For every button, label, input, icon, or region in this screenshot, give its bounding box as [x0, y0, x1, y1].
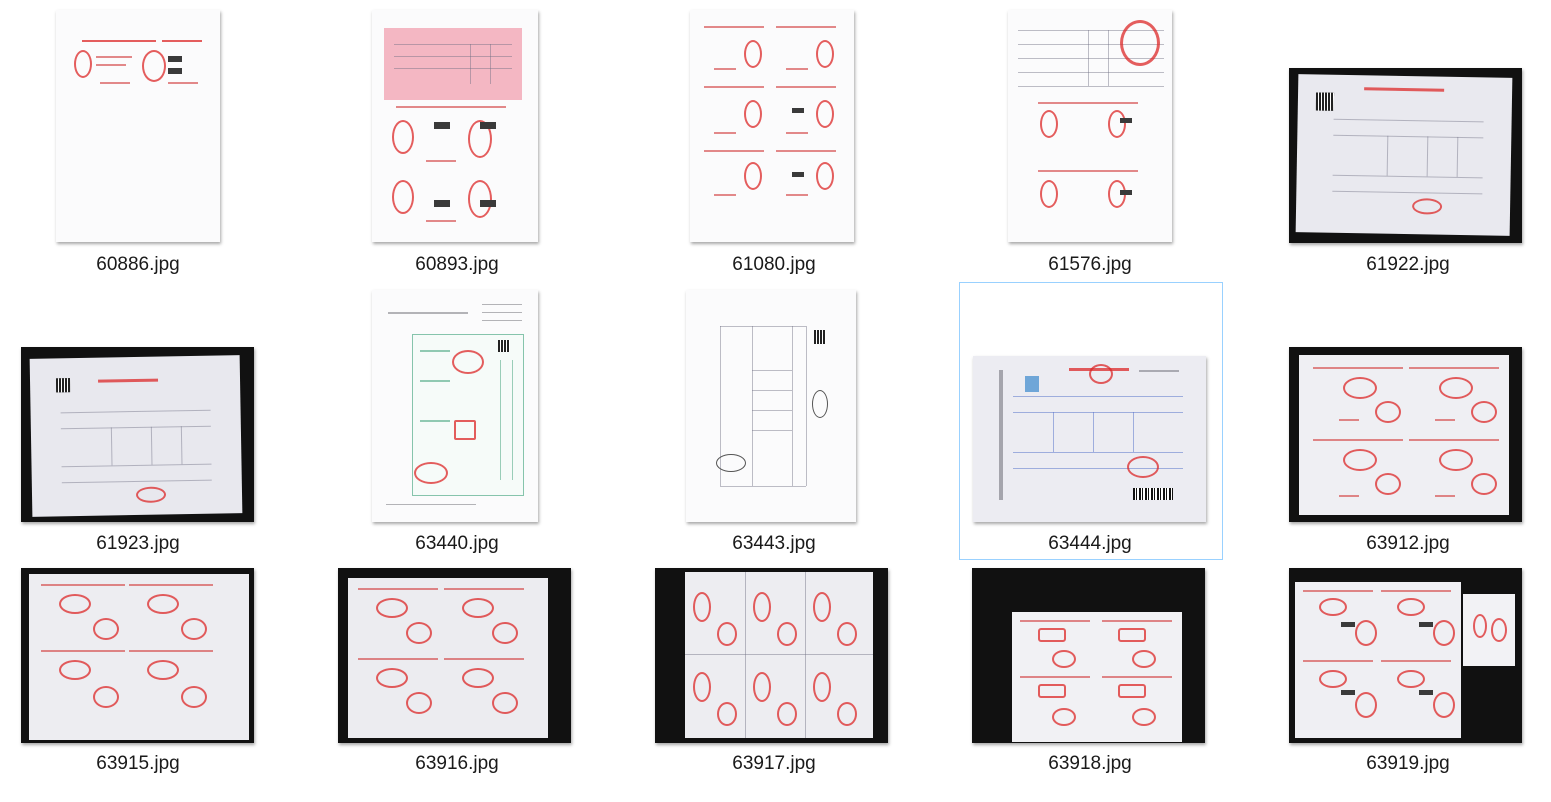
file-name: 63912.jpg	[1366, 533, 1450, 554]
file-thumbnail[interactable]	[1289, 568, 1522, 743]
selection-highlight	[959, 282, 1223, 560]
file-name: 61576.jpg	[1048, 254, 1132, 275]
file-name: 60886.jpg	[96, 254, 180, 275]
file-name: 63919.jpg	[1366, 753, 1450, 774]
file-thumbnail[interactable]	[1289, 347, 1522, 522]
file-name: 60893.jpg	[415, 254, 499, 275]
file-thumbnail[interactable]	[1008, 10, 1172, 242]
file-name: 63444.jpg	[1048, 533, 1132, 554]
file-name: 61923.jpg	[96, 533, 180, 554]
file-thumbnail[interactable]	[686, 290, 856, 522]
file-thumbnail[interactable]	[372, 10, 538, 242]
file-name: 63918.jpg	[1048, 753, 1132, 774]
file-thumbnail[interactable]	[690, 10, 854, 242]
file-thumbnail[interactable]	[372, 290, 538, 522]
file-thumbnail[interactable]	[21, 347, 254, 522]
file-thumbnail[interactable]	[338, 568, 571, 743]
file-thumbnail[interactable]	[21, 568, 254, 743]
file-name: 63916.jpg	[415, 753, 499, 774]
file-thumbnail[interactable]	[56, 10, 220, 242]
file-name: 61080.jpg	[732, 254, 816, 275]
file-name: 63917.jpg	[732, 753, 816, 774]
file-thumbnail[interactable]	[973, 356, 1206, 522]
file-thumbnail[interactable]	[1289, 68, 1522, 243]
file-thumbnail[interactable]	[655, 568, 888, 743]
file-name: 63440.jpg	[415, 533, 499, 554]
file-name: 63915.jpg	[96, 753, 180, 774]
file-thumbnail[interactable]	[972, 568, 1205, 743]
file-name: 61922.jpg	[1366, 254, 1450, 275]
file-name: 63443.jpg	[732, 533, 816, 554]
